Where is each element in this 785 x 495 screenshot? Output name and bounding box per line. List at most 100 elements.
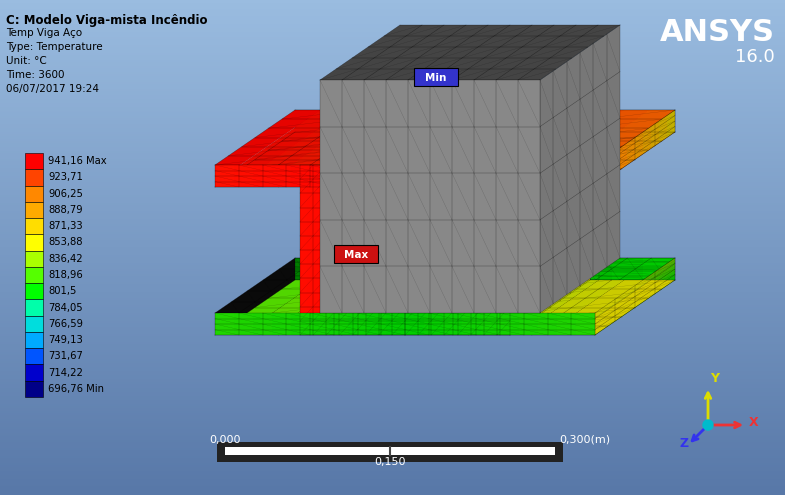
Polygon shape <box>510 238 590 301</box>
Text: Unit: °C: Unit: °C <box>6 56 47 66</box>
Polygon shape <box>595 262 675 320</box>
Polygon shape <box>215 110 320 165</box>
Polygon shape <box>453 258 485 280</box>
Polygon shape <box>517 110 549 132</box>
Polygon shape <box>272 313 291 335</box>
Polygon shape <box>510 271 590 335</box>
Polygon shape <box>496 165 503 335</box>
Text: 941,16 Max: 941,16 Max <box>48 156 107 166</box>
Polygon shape <box>549 258 580 280</box>
Polygon shape <box>635 132 643 159</box>
Polygon shape <box>215 313 234 335</box>
Polygon shape <box>419 165 426 335</box>
Polygon shape <box>440 165 447 335</box>
Polygon shape <box>341 280 447 335</box>
Polygon shape <box>595 260 675 317</box>
Polygon shape <box>418 280 523 335</box>
Polygon shape <box>510 152 590 216</box>
Polygon shape <box>341 132 447 187</box>
Polygon shape <box>234 313 253 335</box>
Bar <box>25 250 43 267</box>
Polygon shape <box>453 110 485 132</box>
Bar <box>25 169 43 186</box>
Polygon shape <box>462 165 481 187</box>
Polygon shape <box>390 258 422 280</box>
Text: 16.0: 16.0 <box>736 48 775 66</box>
Polygon shape <box>510 169 590 233</box>
Polygon shape <box>510 254 590 318</box>
Polygon shape <box>265 132 371 187</box>
Text: 0,300(m): 0,300(m) <box>559 435 610 445</box>
Polygon shape <box>380 127 590 136</box>
Polygon shape <box>386 313 405 335</box>
Polygon shape <box>595 271 675 328</box>
Bar <box>25 202 43 218</box>
Polygon shape <box>367 165 386 187</box>
Polygon shape <box>253 165 272 187</box>
Text: ANSYS: ANSYS <box>660 18 775 47</box>
Polygon shape <box>557 313 576 335</box>
Polygon shape <box>510 127 590 191</box>
Polygon shape <box>291 313 310 335</box>
Polygon shape <box>391 165 398 335</box>
Polygon shape <box>412 165 419 335</box>
Polygon shape <box>517 258 549 280</box>
Polygon shape <box>418 132 523 187</box>
Polygon shape <box>433 165 440 335</box>
Polygon shape <box>380 178 590 187</box>
Polygon shape <box>549 110 580 132</box>
Polygon shape <box>356 165 363 335</box>
Polygon shape <box>215 132 320 187</box>
FancyBboxPatch shape <box>414 68 458 86</box>
Polygon shape <box>481 165 500 187</box>
Polygon shape <box>475 165 482 335</box>
Bar <box>25 218 43 234</box>
Polygon shape <box>510 212 590 276</box>
Polygon shape <box>265 110 371 165</box>
Polygon shape <box>667 110 675 138</box>
Text: 784,05: 784,05 <box>48 302 82 312</box>
Polygon shape <box>510 110 590 174</box>
Polygon shape <box>500 313 519 335</box>
Polygon shape <box>380 152 590 161</box>
Polygon shape <box>380 110 590 118</box>
Polygon shape <box>307 165 314 335</box>
Polygon shape <box>380 161 590 169</box>
Polygon shape <box>510 187 590 250</box>
Polygon shape <box>380 212 590 220</box>
Polygon shape <box>595 159 603 187</box>
FancyBboxPatch shape <box>334 245 378 263</box>
Polygon shape <box>481 313 500 335</box>
Polygon shape <box>469 280 574 335</box>
Polygon shape <box>424 313 443 335</box>
Polygon shape <box>510 246 590 309</box>
Polygon shape <box>510 161 590 225</box>
Circle shape <box>703 420 713 430</box>
Polygon shape <box>510 220 590 284</box>
Polygon shape <box>380 144 590 152</box>
Polygon shape <box>316 132 422 187</box>
Polygon shape <box>358 110 390 132</box>
Polygon shape <box>603 154 611 182</box>
Polygon shape <box>240 110 345 165</box>
Text: 731,67: 731,67 <box>48 351 83 361</box>
Polygon shape <box>418 110 523 165</box>
Polygon shape <box>426 165 433 335</box>
Bar <box>25 153 43 169</box>
Polygon shape <box>342 165 349 335</box>
Polygon shape <box>612 258 644 280</box>
Polygon shape <box>595 269 675 326</box>
Polygon shape <box>310 165 329 187</box>
Text: Temp Viga Aço: Temp Viga Aço <box>6 28 82 38</box>
Polygon shape <box>611 148 619 176</box>
Text: 871,33: 871,33 <box>48 221 82 231</box>
Polygon shape <box>422 110 453 132</box>
Polygon shape <box>329 165 348 187</box>
Polygon shape <box>240 132 345 187</box>
Polygon shape <box>494 110 599 165</box>
Bar <box>25 299 43 316</box>
Polygon shape <box>485 110 517 132</box>
Bar <box>217 442 563 462</box>
Polygon shape <box>540 25 620 313</box>
Polygon shape <box>329 313 348 335</box>
